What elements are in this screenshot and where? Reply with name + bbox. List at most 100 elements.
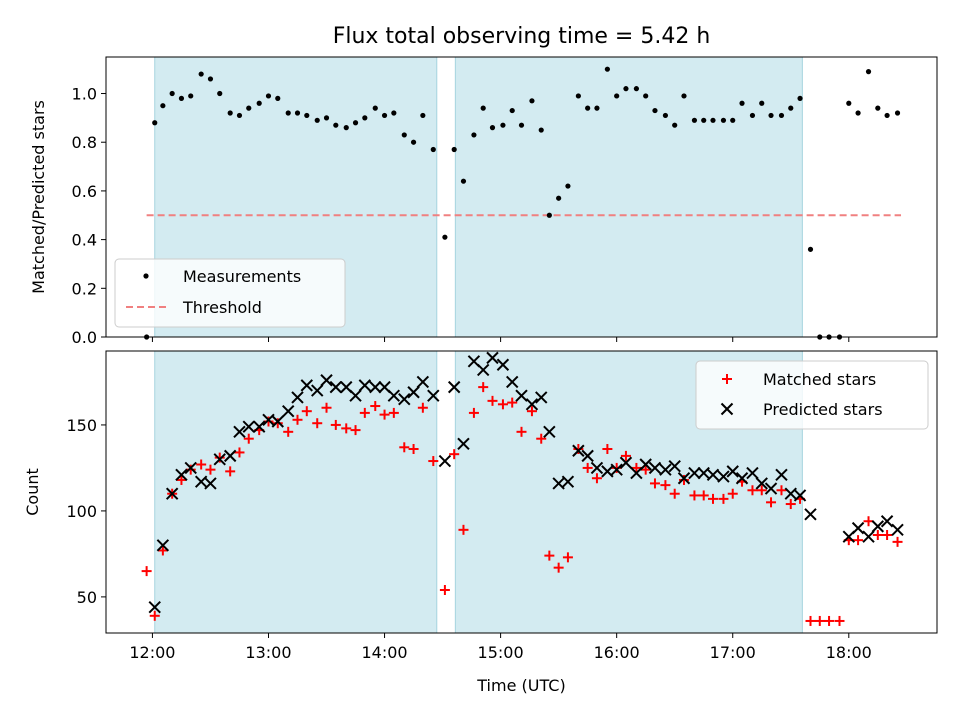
bottom-xtick-label: 14:00 [361,643,407,662]
measurement-point [256,100,262,106]
measurement-point [797,95,803,101]
bottom-ytick-label: 150 [66,416,97,435]
measurement-point [614,93,620,99]
measurement-point [343,125,349,131]
top-ylabel: Matched/Predicted stars [29,100,48,294]
measurement-point [884,112,890,119]
measurement-point [265,93,272,99]
x-axis-label: Time (UTC) [476,676,565,695]
predicted-star-point [233,425,246,439]
predicted-star-point [358,379,372,392]
predicted-star-point [476,363,490,377]
matched-star-point [756,485,767,496]
bottom-xtick-label: 12:00 [129,643,175,662]
predicted-star-point [851,521,865,535]
matched-star-point [678,474,689,485]
predicted-star-point [706,468,720,482]
predicted-star-point [668,460,681,473]
predicted-star-point [457,437,470,451]
measurement-point [451,146,457,153]
legend-predicted-marker [720,402,734,416]
measurement-point [730,117,736,123]
measurement-point [236,112,243,119]
matched-star-point [553,562,564,573]
measurement-point [442,234,448,240]
matched-star-point [196,459,207,470]
measurement-point [410,139,417,145]
measurement-point [585,105,591,111]
predicted-star-point [148,601,161,614]
predicted-star-point [659,463,672,476]
predicted-star-point [891,523,904,537]
matched-star-point [544,550,555,561]
measurement-point [807,246,814,252]
measurement-point [471,132,477,138]
matched-star-point [602,444,613,455]
measurement-point [662,112,669,119]
measurement-point [246,105,252,111]
measurement-point [294,110,301,116]
matched-star-point [698,490,709,501]
predicted-star-point [735,472,749,485]
measurement-point [372,105,378,111]
measurement-point [275,95,281,101]
predicted-star-point [755,477,768,490]
predicted-star-point [175,468,188,482]
matched-star-point [157,545,168,556]
measurement-point [575,93,581,99]
top-shade-1 [455,57,803,337]
predicted-star-point [311,384,324,397]
predicted-star-point [880,515,894,528]
matched-star-point [766,497,777,508]
matched-star-point [149,610,160,621]
measurement-point [500,122,506,128]
measurement-point [518,122,525,128]
measurement-point [323,115,330,121]
measurement-point [710,117,716,123]
bottom-xtick-label: 16:00 [594,643,640,662]
measurement-point [381,112,388,119]
predicted-star-point [223,449,237,463]
matched-star-point [718,493,729,504]
matched-star-point [478,382,489,393]
predicted-star-point [387,389,401,402]
predicted-star-point [184,461,197,475]
bottom-xtick-label: 15:00 [478,643,524,662]
measurement-point [333,122,339,128]
matched-star-point [727,488,738,499]
predicted-star-point [535,391,548,404]
measurement-point [894,110,901,116]
predicted-star-point [525,398,539,411]
measurement-point [720,117,727,123]
measurement-point [188,93,194,99]
top-legend-box [114,258,346,328]
predicted-star-point [515,389,528,402]
bottom-legend: Matched stars Predicted stars [695,360,929,430]
matched-star-point [689,490,700,501]
matched-star-point [516,426,527,437]
predicted-star-point [784,487,797,500]
predicted-star-point [156,539,170,552]
matched-star-point [660,480,671,491]
matched-star-point [785,499,796,510]
measurement-point [749,112,756,119]
matched-star-point [379,409,390,420]
bottom-axes: 50 100 150 12:00 13:00 14:00 15:00 16:00 17:00 18… [66,350,938,662]
predicted-star-point [764,482,778,495]
predicted-star-point [619,456,633,469]
predicted-star-point [697,466,710,480]
matched-star-point [573,444,584,455]
bottom-ytick-label: 50 [77,588,97,607]
predicted-star-point [639,458,652,471]
predicted-star-point [447,380,461,394]
matched-star-point [330,419,341,430]
predicted-star-point [496,358,510,371]
measurement-point [509,107,515,114]
measurement-point [546,212,552,218]
measurement-point [759,100,765,106]
predicted-star-point [746,466,759,480]
matched-star-point [214,452,225,463]
measurement-point [362,115,368,121]
measurement-point [681,93,687,99]
predicted-star-point [601,465,614,478]
